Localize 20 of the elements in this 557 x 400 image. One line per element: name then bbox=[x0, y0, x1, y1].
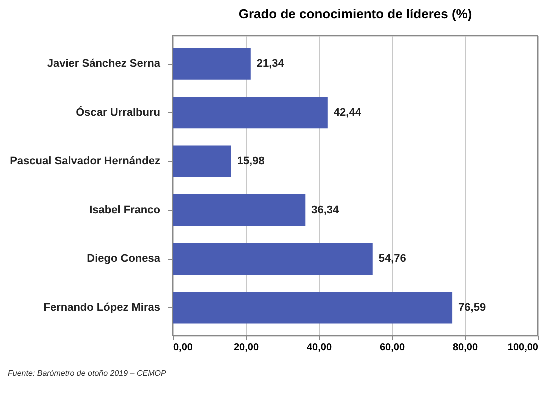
chart-title: Grado de conocimiento de líderes (%) bbox=[238, 6, 472, 22]
y-tick-label: Pascual Salvador Hernández bbox=[10, 156, 161, 168]
y-tick-label: Diego Conesa bbox=[87, 253, 162, 266]
data-label: 42,44 bbox=[334, 106, 362, 119]
x-tick-label: 40,00 bbox=[306, 342, 332, 354]
x-tick-label: 20,00 bbox=[234, 342, 260, 354]
data-label: 21,34 bbox=[256, 58, 286, 70]
source-note: Fuente: Barómetro de otoño 2019 – CEMOP bbox=[8, 369, 167, 378]
data-label: 76,59 bbox=[458, 302, 486, 314]
data-label: 15,98 bbox=[237, 156, 265, 168]
x-tick-label: 100,00 bbox=[508, 342, 539, 354]
y-tick-label: Fernando López Miras bbox=[44, 302, 160, 314]
x-tick-label: 0,00 bbox=[174, 342, 194, 354]
data-label: 36,34 bbox=[312, 204, 340, 216]
x-tick-label: 60,00 bbox=[380, 342, 406, 354]
y-tick-label: Javier Sánchez Serna bbox=[47, 58, 162, 70]
y-tick-label: Isabel Franco bbox=[90, 204, 161, 216]
y-tick-label: Óscar Urralburu bbox=[76, 106, 160, 119]
x-tick-label: 80,00 bbox=[452, 342, 478, 354]
data-label: 54,76 bbox=[378, 253, 406, 266]
